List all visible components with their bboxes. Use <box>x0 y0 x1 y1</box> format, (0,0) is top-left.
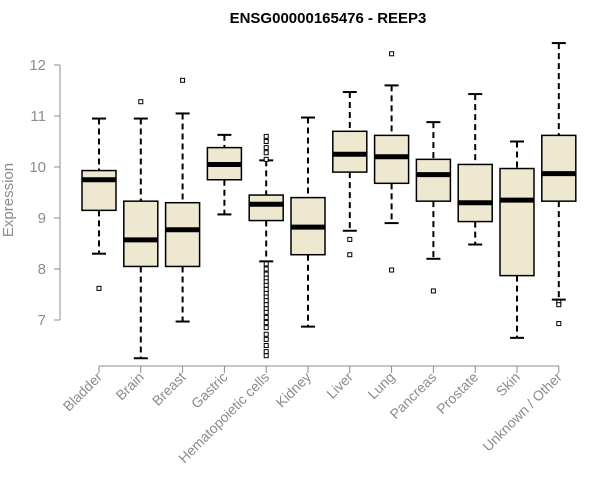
x-tick-label: Brain <box>112 369 146 403</box>
y-tick-label: 9 <box>38 210 46 227</box>
outlier-point <box>263 302 269 308</box>
outlier-point <box>263 336 269 342</box>
x-tick-label: Breast <box>149 369 189 409</box>
y-tick-label: 7 <box>38 312 46 329</box>
box-group-lung <box>373 51 410 273</box>
iqr-box <box>373 134 410 185</box>
x-tick-label: Lung <box>364 369 397 402</box>
outlier-point <box>263 139 269 144</box>
y-axis-label: Expression <box>0 163 17 237</box>
outlier-point <box>263 282 269 288</box>
outlier-point <box>180 77 186 83</box>
outlier-point <box>263 145 269 151</box>
box-group-prostate <box>457 93 493 246</box>
outlier-point <box>263 298 269 304</box>
x-tick-label: Kidney <box>273 369 315 411</box>
iqr-box <box>123 200 159 268</box>
iqr-box <box>81 169 117 212</box>
outlier-point <box>263 156 269 162</box>
box-group-hematopoietic-cells <box>248 133 284 359</box>
y-ticks: 7 8 9 10 11 12 <box>29 57 60 329</box>
outlier-point <box>389 51 395 57</box>
outlier-point <box>263 353 269 359</box>
iqr-box <box>332 130 368 173</box>
y-tick-label: 11 <box>30 108 46 125</box>
outlier-point <box>263 331 269 337</box>
iqr-box <box>541 134 577 202</box>
outlier-point <box>263 150 269 156</box>
iqr-box <box>164 201 201 268</box>
x-tick-label: Prostate <box>433 369 481 417</box>
chart-title: ENSG00000165476 - REEP3 <box>230 10 427 27</box>
outlier-point <box>263 349 269 355</box>
box-group-gastric <box>206 133 243 216</box>
y-tick-label: 10 <box>29 159 46 176</box>
box-group-skin <box>499 140 535 339</box>
outlier-point <box>263 266 269 272</box>
box-group-liver <box>332 91 368 258</box>
y-tick-label: 12 <box>29 57 46 74</box>
box-group-kidney <box>290 116 326 328</box>
outlier-point <box>347 236 353 242</box>
outlier-point <box>263 325 269 331</box>
iqr-box <box>457 163 493 223</box>
outlier-point <box>263 343 269 348</box>
outlier-point <box>263 309 269 315</box>
outlier-point <box>263 271 269 277</box>
box-group-unknown-other <box>541 42 577 327</box>
outlier-point <box>430 288 436 294</box>
iqr-box <box>248 194 284 222</box>
iqr-box <box>415 158 452 202</box>
outlier-point <box>347 252 353 258</box>
box-group-pancreas <box>415 121 452 294</box>
box-group-breast <box>164 77 201 323</box>
box-group-bladder <box>81 117 117 291</box>
outlier-point <box>556 321 562 327</box>
outlier-point <box>556 302 562 308</box>
outlier-point <box>138 99 144 105</box>
x-tick-label: Skin <box>493 369 524 400</box>
outlier-point <box>263 261 269 267</box>
outlier-point <box>263 133 269 139</box>
boxes <box>81 42 577 360</box>
outlier-point <box>96 285 102 291</box>
x-tick-label: Liver <box>323 369 356 402</box>
outlier-point <box>263 314 269 320</box>
x-tick-label: Unknown / Other <box>479 369 565 455</box>
x-tick-label: Bladder <box>60 369 106 415</box>
box-group-brain <box>123 99 159 360</box>
y-tick-label: 8 <box>38 261 46 278</box>
iqr-box <box>499 167 535 277</box>
outlier-point <box>263 286 269 292</box>
outlier-point <box>389 267 395 273</box>
outlier-point <box>263 320 269 326</box>
